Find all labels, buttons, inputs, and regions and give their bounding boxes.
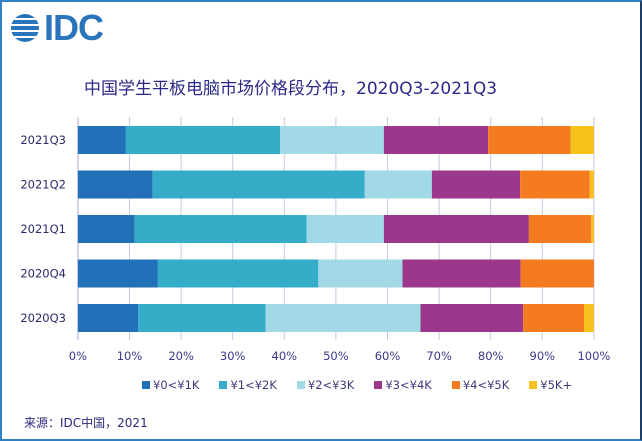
bar-segment <box>488 126 571 154</box>
bar-segment <box>280 126 384 154</box>
legend-swatch <box>451 381 460 389</box>
bar-segment <box>523 304 585 332</box>
y-category-label: 2021Q3 <box>20 133 66 147</box>
legend: ¥0<¥1K ¥1<¥2K ¥2<¥3K ¥3<¥4K ¥4<¥5K ¥5K+ <box>142 378 572 392</box>
legend-item: ¥3<¥4K <box>374 378 432 392</box>
bar-segment <box>265 304 421 332</box>
bar-segment <box>570 126 594 154</box>
legend-label: ¥2<¥3K <box>307 378 355 392</box>
x-tick-label: 20% <box>168 349 194 363</box>
x-tick-label: 0% <box>69 349 87 363</box>
bar-segment <box>77 170 153 199</box>
legend-swatch <box>219 381 228 389</box>
bar-segment <box>364 170 432 199</box>
bar-segment <box>134 215 307 243</box>
legend-item: ¥5K+ <box>529 378 572 392</box>
source-note: 来源：IDC中国，2021 <box>24 416 148 430</box>
legend-swatch <box>529 381 538 389</box>
bars <box>77 126 594 332</box>
x-tick-label: 30% <box>220 349 246 363</box>
idc-logo: IDC <box>10 7 104 48</box>
x-tick-label: 100% <box>577 349 610 363</box>
y-category-label: 2020Q3 <box>20 311 66 325</box>
bar-segment <box>77 259 158 288</box>
bar-segment <box>402 259 521 288</box>
bar-segment <box>152 170 365 199</box>
x-tick-label: 80% <box>478 349 504 363</box>
bar-segment <box>157 259 319 288</box>
bar-segment <box>77 215 135 243</box>
legend-swatch <box>296 381 305 389</box>
legend-label: ¥3<¥4K <box>385 378 432 392</box>
bar-segment <box>318 259 403 288</box>
bar-segment <box>77 126 126 154</box>
legend-label: ¥1<¥2K <box>230 378 277 392</box>
bar-segment <box>520 259 594 288</box>
bar-segment <box>528 215 592 243</box>
x-tick-label: 60% <box>375 349 401 363</box>
x-tick-label: 10% <box>117 349 143 363</box>
y-category-label: 2020Q4 <box>20 267 66 281</box>
y-category-label: 2021Q1 <box>20 222 66 236</box>
idc-globe-icon <box>11 14 39 42</box>
bar-segment <box>383 126 489 154</box>
legend-label: ¥4<¥5K <box>462 378 510 392</box>
bar-segment <box>138 304 266 332</box>
bar-segment <box>420 304 524 332</box>
legend-swatch <box>142 381 150 389</box>
legend-swatch <box>374 381 383 389</box>
bar-segment <box>383 215 529 243</box>
y-axis-labels: 2021Q3 2021Q2 2021Q1 2020Q4 2020Q3 <box>20 133 66 325</box>
bar-segment <box>584 304 594 332</box>
bar-segment <box>306 215 384 243</box>
chart-title: 中国学生平板电脑市场价格段分布，2020Q3-2021Q3 <box>84 79 498 99</box>
bar-segment <box>125 126 281 154</box>
legend-label: ¥0<¥1K <box>153 378 200 392</box>
legend-item: ¥1<¥2K <box>219 378 277 392</box>
legend-item: ¥4<¥5K <box>451 378 510 392</box>
logo-text: IDC <box>44 7 104 48</box>
legend-item: ¥0<¥1K <box>142 378 199 392</box>
x-tick-label: 50% <box>323 349 349 363</box>
x-tick-label: 90% <box>530 349 556 363</box>
legend-item: ¥2<¥3K <box>296 378 355 392</box>
bar-segment <box>591 215 594 243</box>
legend-label: ¥5K+ <box>540 378 573 392</box>
bar-segment <box>77 304 139 332</box>
bar-segment <box>589 170 594 199</box>
y-category-label: 2021Q2 <box>20 178 66 192</box>
bar-segment <box>431 170 521 199</box>
x-tick-label: 70% <box>426 349 452 363</box>
x-tick-label: 40% <box>272 349 298 363</box>
bar-segment <box>520 170 590 199</box>
x-axis-labels: 0% 10% 20% 30% 40% 50% 60% 70% 80% 90% 100% <box>69 349 611 363</box>
